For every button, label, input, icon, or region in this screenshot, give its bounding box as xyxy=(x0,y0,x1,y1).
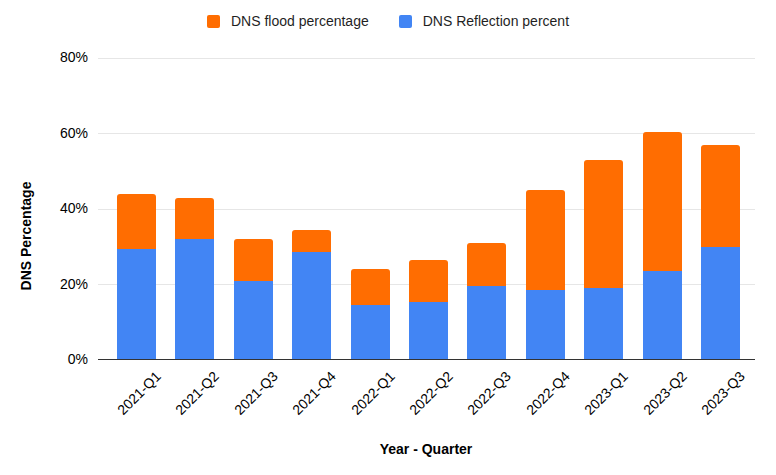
x-axis-baseline xyxy=(98,359,755,360)
y-tick-label: 40% xyxy=(26,200,88,216)
x-tick-label: 2021-Q1 xyxy=(114,368,164,418)
bar-2021-Q3-flood[interactable] xyxy=(234,239,273,281)
x-tick-label: 2022-Q3 xyxy=(464,368,514,418)
bar-2023-Q1-reflection[interactable] xyxy=(584,288,623,360)
dns-stacked-bar-chart: DNS flood percentage DNS Reflection perce… xyxy=(0,0,776,475)
x-tick-label: 2021-Q3 xyxy=(231,368,281,418)
x-tick-label: 2021-Q4 xyxy=(289,368,339,418)
bar-2022-Q1-flood[interactable] xyxy=(351,269,390,305)
x-tick-label: 2023-Q3 xyxy=(698,368,748,418)
bar-2022-Q1-reflection[interactable] xyxy=(351,305,390,360)
bar-2021-Q1-reflection[interactable] xyxy=(117,249,156,360)
x-tick-label: 2021-Q2 xyxy=(172,368,222,418)
bar-2021-Q4-flood[interactable] xyxy=(292,230,331,253)
bar-2022-Q2-reflection[interactable] xyxy=(409,302,448,361)
legend-label: DNS Reflection percent xyxy=(423,13,569,29)
bar-2021-Q3-reflection[interactable] xyxy=(234,281,273,360)
y-tick-label: 20% xyxy=(26,276,88,292)
plot-area: 0%20%40%60%80%2021-Q12021-Q22021-Q32021-… xyxy=(98,58,755,360)
x-tick-label: 2023-Q1 xyxy=(581,368,631,418)
y-tick-label: 80% xyxy=(26,49,88,65)
bar-2021-Q4-reflection[interactable] xyxy=(292,252,331,360)
bar-2022-Q4-reflection[interactable] xyxy=(526,290,565,360)
bar-2023-Q2-reflection[interactable] xyxy=(643,271,682,360)
bar-2022-Q3-reflection[interactable] xyxy=(467,286,506,360)
x-tick-label: 2022-Q4 xyxy=(523,368,573,418)
legend-item[interactable]: DNS Reflection percent xyxy=(399,13,569,29)
bar-2022-Q3-flood[interactable] xyxy=(467,243,506,286)
y-tick-label: 0% xyxy=(26,351,88,367)
legend: DNS flood percentage DNS Reflection perce… xyxy=(0,13,776,29)
x-tick-label: 2022-Q2 xyxy=(406,368,456,418)
bar-2023-Q3-reflection[interactable] xyxy=(701,247,740,360)
bar-2021-Q2-reflection[interactable] xyxy=(175,239,214,360)
bar-2021-Q2-flood[interactable] xyxy=(175,198,214,240)
bar-2021-Q1-flood[interactable] xyxy=(117,194,156,249)
x-tick-label: 2022-Q1 xyxy=(348,368,398,418)
x-tick-label: 2023-Q2 xyxy=(640,368,690,418)
legend-swatch-icon xyxy=(207,15,220,28)
x-axis-title: Year - Quarter xyxy=(380,441,473,457)
bar-2023-Q1-flood[interactable] xyxy=(584,160,623,288)
legend-label: DNS flood percentage xyxy=(231,13,369,29)
bar-2022-Q2-flood[interactable] xyxy=(409,260,448,302)
bar-2023-Q2-flood[interactable] xyxy=(643,132,682,272)
bar-2022-Q4-flood[interactable] xyxy=(526,190,565,290)
legend-item[interactable]: DNS flood percentage xyxy=(207,13,369,29)
bar-2023-Q3-flood[interactable] xyxy=(701,145,740,247)
y-tick-label: 60% xyxy=(26,125,88,141)
y-axis-title: DNS Percentage xyxy=(18,182,34,291)
y-gridline xyxy=(98,58,755,59)
legend-swatch-icon xyxy=(399,15,412,28)
